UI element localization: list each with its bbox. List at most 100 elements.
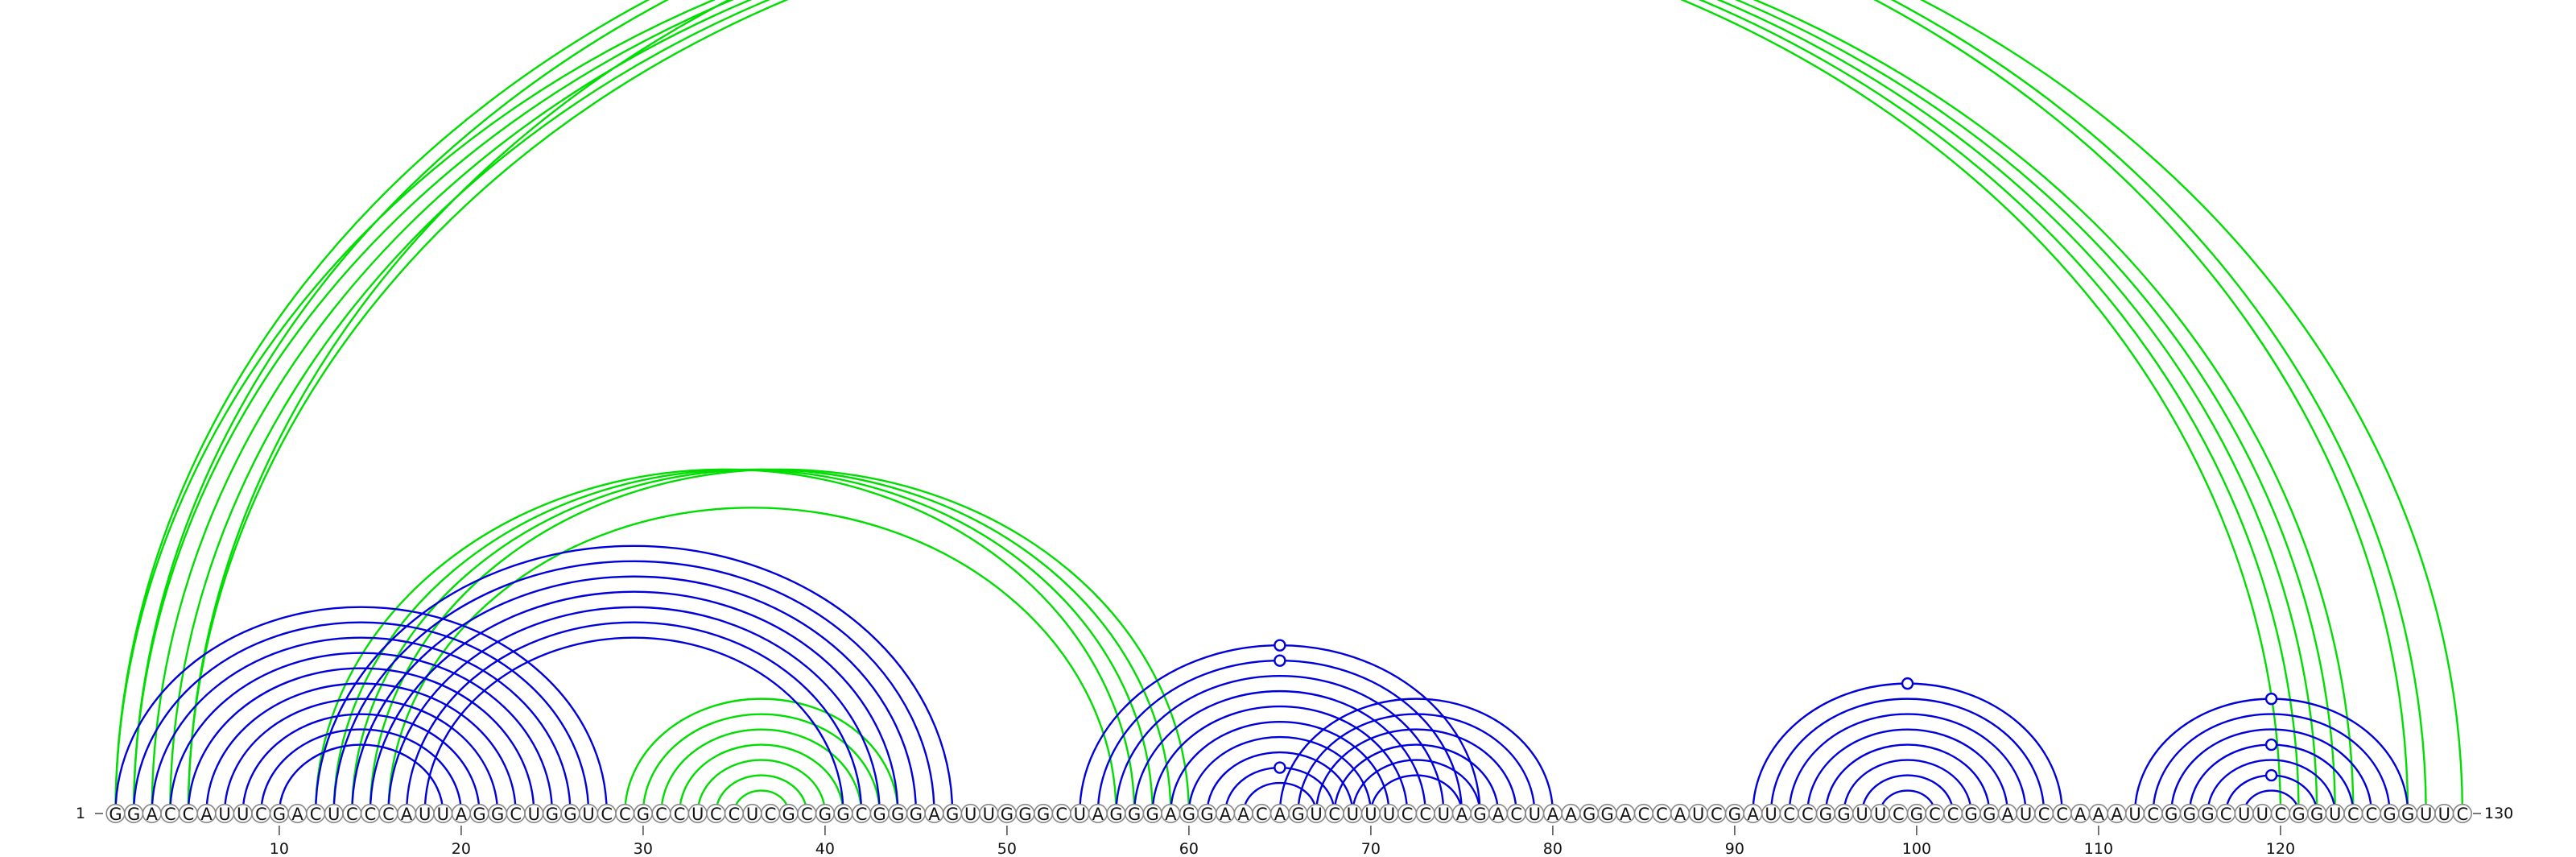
blue-arc <box>1115 674 1445 814</box>
blue-arc <box>1769 698 2046 814</box>
nucleotide: G <box>1579 803 1600 824</box>
green-arc <box>733 789 790 814</box>
nucleotide: G <box>833 803 853 824</box>
blue-arc <box>2152 713 2391 814</box>
nucleotide: G <box>1906 803 1926 824</box>
nucleotide: G <box>1142 803 1162 824</box>
nucleotide: G <box>997 803 1017 824</box>
nucleotide: U <box>433 803 453 824</box>
nucleotide-letter: G <box>109 805 122 824</box>
nucleotide-letter: G <box>2383 805 2396 824</box>
green-arc <box>715 774 808 814</box>
nucleotide-letter: C <box>1893 805 1905 824</box>
nucleotide-letter: U <box>746 805 758 824</box>
nucleotide-letter: C <box>856 805 868 824</box>
nucleotide-letter: G <box>873 805 886 824</box>
blue-arc <box>1843 759 1972 814</box>
nucleotide: C <box>1397 803 1418 824</box>
blue-arc <box>1860 774 1955 814</box>
nucleotide-letter: A <box>1220 805 1232 824</box>
nucleotide-letter: G <box>1291 805 1304 824</box>
nucleotide: G <box>1597 803 1617 824</box>
nucleotide-letter: C <box>255 805 267 824</box>
blue-arc <box>387 606 881 814</box>
blue-arc <box>423 636 844 814</box>
nucleotide-letter: U <box>437 805 449 824</box>
nucleotide: C <box>160 803 180 824</box>
nucleotide-letter: U <box>2329 805 2341 824</box>
nucleotide: A <box>2107 803 2127 824</box>
nucleotide: G <box>487 803 508 824</box>
nucleotide: C <box>1925 803 1945 824</box>
nucleotide: C <box>251 803 271 824</box>
nucleotide: G <box>1961 803 1981 824</box>
green-arc <box>696 759 827 814</box>
nucleotide-letter: G <box>2183 805 2196 824</box>
nucleotide: C <box>1707 803 1727 824</box>
nucleotide-letter: U <box>691 805 704 824</box>
nucleotide-letter: C <box>1510 805 1522 824</box>
blue-arc-apex-marker <box>1274 654 1286 667</box>
nucleotide: C <box>615 803 635 824</box>
green-arc-series <box>114 0 2464 814</box>
nucleotide: U <box>1525 803 1545 824</box>
nucleotide-letter: A <box>1238 805 1250 824</box>
green-arc <box>187 0 2355 814</box>
nucleotide: U <box>215 803 235 824</box>
nucleotide: G <box>560 803 580 824</box>
blue-arc <box>1806 728 2009 814</box>
nucleotide-letter: C <box>1419 805 1431 824</box>
nucleotide-letter: C <box>164 805 176 824</box>
nucleotide: A <box>287 803 308 824</box>
nucleotide-letter: U <box>582 805 594 824</box>
blue-arc <box>1297 713 1536 814</box>
blue-arc-apex-marker <box>2264 738 2278 751</box>
nucleotide: U <box>1343 803 1363 824</box>
nucleotide: G <box>2307 803 2327 824</box>
blue-arc <box>1369 774 1463 814</box>
green-arc <box>369 468 1191 814</box>
nucleotide: G <box>1179 803 1199 824</box>
green-arc <box>132 0 2300 814</box>
nucleotide: A <box>1743 803 1763 824</box>
nucleotide-letter: G <box>2310 805 2323 824</box>
nucleotide: U <box>1379 803 1399 824</box>
nucleotide: U <box>2234 803 2254 824</box>
blue-arc <box>2207 759 2336 814</box>
nucleotide-letter: A <box>1674 805 1686 824</box>
nucleotide-letter: G <box>127 805 140 824</box>
nucleotide-letter: G <box>1037 805 1050 824</box>
end-index-label: 130 <box>2484 805 2513 822</box>
nucleotide-letter: G <box>1018 805 1031 824</box>
nucleotide-letter: A <box>200 805 213 824</box>
nucleotide: U <box>2434 803 2454 824</box>
nucleotide-letter: C <box>1328 805 1340 824</box>
nucleotide-letter: G <box>1200 805 1213 824</box>
green-arc <box>187 0 2464 814</box>
nucleotide: U <box>1870 803 1890 824</box>
nucleotide-letter: C <box>2366 805 2378 824</box>
nucleotide: G <box>888 803 908 824</box>
nucleotide: C <box>669 803 690 824</box>
green-arc <box>114 0 2409 814</box>
tick-label: 120 <box>2266 840 2295 857</box>
nucleotide: G <box>1834 803 1854 824</box>
nucleotide-letter: U <box>2420 805 2432 824</box>
nucleotide-letter: U <box>1074 805 1086 824</box>
nucleotide-letter: C <box>310 805 322 824</box>
nucleotide: G <box>2179 803 2199 824</box>
nucleotide-letter: G <box>546 805 559 824</box>
blue-arc <box>1315 728 1517 814</box>
nucleotide: U <box>233 803 253 824</box>
blue-arc <box>151 636 572 814</box>
nucleotide: A <box>1161 803 1181 824</box>
nucleotide-letter: C <box>510 805 522 824</box>
nucleotide: G <box>1033 803 1054 824</box>
nucleotide: G <box>2398 803 2418 824</box>
nucleotide: U <box>742 803 762 824</box>
nucleotide: C <box>378 803 398 824</box>
nucleotide-letter: C <box>1802 805 1814 824</box>
blue-arc <box>314 544 954 814</box>
nucleotide: U <box>1761 803 1781 824</box>
blue-arc <box>405 621 863 814</box>
